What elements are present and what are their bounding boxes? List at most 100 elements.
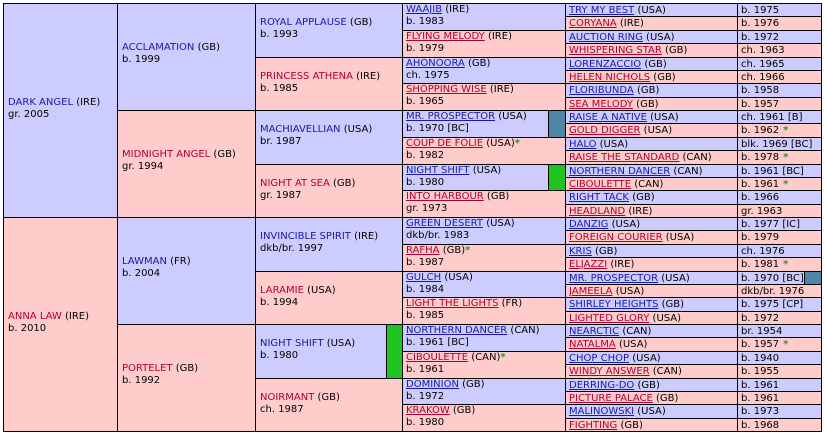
- horse-name-link[interactable]: PRINCESS ATHENA: [260, 71, 353, 82]
- horse-name-link[interactable]: NEARCTIC: [569, 325, 620, 337]
- horse-name-link[interactable]: ACCLAMATION: [122, 42, 195, 53]
- horse-name-link[interactable]: CIBOULETTE: [569, 178, 632, 190]
- horse-color-year: b. 1970 [BC]: [406, 123, 469, 134]
- horse-name-link[interactable]: FLYING MELODY: [406, 31, 485, 42]
- horse-name-link[interactable]: FIGHTING: [569, 419, 618, 431]
- horse-name-link[interactable]: WHISPERING STAR: [569, 45, 662, 56]
- horse-name-link[interactable]: MR. PROSPECTOR: [569, 272, 659, 284]
- horse-name-link[interactable]: CHOP CHOP: [569, 352, 629, 364]
- horse-color-year: b. 1982: [406, 150, 445, 161]
- inbreeding-marker-teal: [805, 271, 822, 285]
- horse-color-year: b. 1975 [CP]: [741, 299, 804, 310]
- horse-country: (GB): [636, 98, 659, 110]
- horse-country: (USA): [486, 138, 515, 149]
- horse-name-link[interactable]: GREEN DESERT: [406, 218, 484, 229]
- horse-country: (GB): [644, 58, 667, 70]
- horse-name-link[interactable]: MALINOWSKI: [569, 406, 635, 417]
- horse-name-link[interactable]: TRY MY BEST: [569, 4, 635, 16]
- horse-info: b. 1966: [737, 191, 818, 204]
- horse-name-line: RAISE A NATIVE (USA): [569, 112, 737, 123]
- horse-color-year: dkb/br. 1983: [406, 230, 470, 241]
- horse-info: b. 2010: [8, 323, 113, 335]
- horse-name-link[interactable]: SEA MELODY: [569, 98, 633, 110]
- horse-name-link[interactable]: PORTELET: [122, 363, 173, 374]
- horse-color-year: br. 1987: [260, 136, 302, 147]
- horse-name-link[interactable]: MR. PROSPECTOR: [406, 111, 496, 122]
- horse-name-line: FIGHTING (GB): [569, 420, 737, 431]
- horse-country: (USA): [307, 285, 336, 296]
- horse-name-link[interactable]: HALO: [569, 138, 597, 150]
- horse-name-link[interactable]: INVINCIBLE SPIRIT: [260, 231, 351, 242]
- horse-name-link[interactable]: NIGHT SHIFT: [260, 338, 324, 349]
- horse-info: b. 1978 *: [737, 151, 818, 164]
- horse-name-link[interactable]: SHIRLEY HEIGHTS: [569, 299, 659, 310]
- horse-info: b. 1992: [122, 375, 251, 387]
- horse-name-link[interactable]: LIGHTED GLORY: [569, 312, 650, 324]
- horse-info: b. 1982: [406, 150, 562, 162]
- horse-name-link[interactable]: CIBOULETTE: [406, 352, 469, 363]
- horse-country: (USA): [618, 339, 648, 350]
- horse-country: (IRE): [619, 18, 644, 29]
- horse-country: (GB): [442, 245, 466, 256]
- horse-name-link[interactable]: DARK ANGEL: [8, 97, 74, 108]
- horse-name-line: ELJAZZI (IRE): [569, 259, 737, 270]
- horse-name-link[interactable]: WINDY ANSWER: [569, 366, 650, 377]
- horse-cell-gen5: MR. PROSPECTOR (USA) b. 1970 [BC]: [565, 271, 805, 285]
- horse-name-link[interactable]: NORTHERN DANCER: [569, 165, 671, 177]
- horse-name-link[interactable]: AUCTION RING: [569, 31, 643, 43]
- horse-name-link[interactable]: MACHIAVELLIAN: [260, 124, 341, 135]
- horse-name-link[interactable]: RAISE A NATIVE: [569, 111, 647, 123]
- horse-name-link[interactable]: DERRING-DO: [569, 379, 635, 391]
- horse-name-link[interactable]: ELJAZZI: [569, 259, 608, 270]
- horse-color-year: b. 1972: [741, 312, 780, 324]
- horse-name-link[interactable]: KRIS: [569, 245, 592, 257]
- horse-name-link[interactable]: NIGHT AT SEA: [260, 178, 330, 189]
- horse-name-link[interactable]: LIGHT THE LIGHTS: [406, 298, 499, 309]
- horse-cell-gen2: LAWMAN (FR) b. 2004: [117, 217, 256, 325]
- horse-name-link[interactable]: SHOPPING WISE: [406, 84, 487, 95]
- horse-name-link[interactable]: JAMEELA: [569, 285, 613, 297]
- horse-name-link[interactable]: FOREIGN COURIER: [569, 232, 663, 243]
- horse-color-year: b. 1972: [406, 391, 445, 402]
- horse-name-link[interactable]: KRAKOW: [406, 405, 450, 416]
- horse-country: (GB): [620, 419, 643, 431]
- horse-country: (USA): [637, 4, 666, 16]
- horse-country: (USA): [615, 285, 645, 297]
- star-icon: *: [783, 259, 789, 270]
- horse-name-link[interactable]: ANNA LAW: [8, 311, 62, 322]
- horse-name-link[interactable]: NIGHT SHIFT: [406, 165, 470, 176]
- horse-name-link[interactable]: NATALMA: [569, 339, 616, 350]
- horse-name-link[interactable]: COUP DE FOLIE: [406, 138, 484, 149]
- horse-name-link[interactable]: LARAMIE: [260, 285, 304, 296]
- horse-name-link[interactable]: LAWMAN: [122, 256, 167, 267]
- horse-name-link[interactable]: WAAJIB: [406, 4, 443, 15]
- star-icon: *: [783, 339, 789, 350]
- horse-name-link[interactable]: HELEN NICHOLS: [569, 71, 651, 83]
- horse-name-link[interactable]: MIDNIGHT ANGEL: [122, 149, 211, 160]
- horse-info: b. 1961: [737, 392, 818, 404]
- horse-name-link[interactable]: HEADLAND: [569, 205, 626, 217]
- horse-name-link[interactable]: NORTHERN DANCER: [406, 325, 508, 336]
- horse-name-link[interactable]: DOMINION: [406, 379, 459, 390]
- horse-name-link[interactable]: CORYANA: [569, 18, 617, 29]
- horse-name-link[interactable]: AHONOORA: [406, 58, 465, 69]
- horse-name-link[interactable]: RAFHA: [406, 245, 440, 256]
- horse-info: b. 1981 *: [737, 258, 818, 271]
- horse-name-link[interactable]: GOLD DIGGER: [569, 125, 641, 136]
- horse-name-link[interactable]: NOIRMANT: [260, 392, 315, 403]
- horse-name-link[interactable]: PICTURE PALACE: [569, 392, 653, 404]
- horse-color-year: b. 2010: [8, 323, 47, 334]
- horse-country: (USA): [444, 272, 473, 283]
- horse-cell-gen5: FLORIBUNDA (GB) b. 1958: [565, 83, 822, 98]
- horse-name-link[interactable]: DANZIG: [569, 218, 609, 230]
- horse-name-link[interactable]: FLORIBUNDA: [569, 85, 634, 96]
- horse-name-link[interactable]: RIGHT TACK: [569, 192, 629, 203]
- horse-name-link[interactable]: LORENZACCIO: [569, 58, 642, 70]
- horse-name-line: DARK ANGEL (IRE): [8, 97, 113, 109]
- horse-info: ch. 1961 [B]: [737, 111, 818, 123]
- horse-name-link[interactable]: INTO HARBOUR: [406, 191, 484, 202]
- horse-name-link[interactable]: ROYAL APPLAUSE: [260, 17, 347, 28]
- horse-name-link[interactable]: RAISE THE STANDARD: [569, 152, 680, 163]
- horse-info: ch. 1987: [260, 404, 398, 416]
- horse-name-link[interactable]: GULCH: [406, 272, 442, 283]
